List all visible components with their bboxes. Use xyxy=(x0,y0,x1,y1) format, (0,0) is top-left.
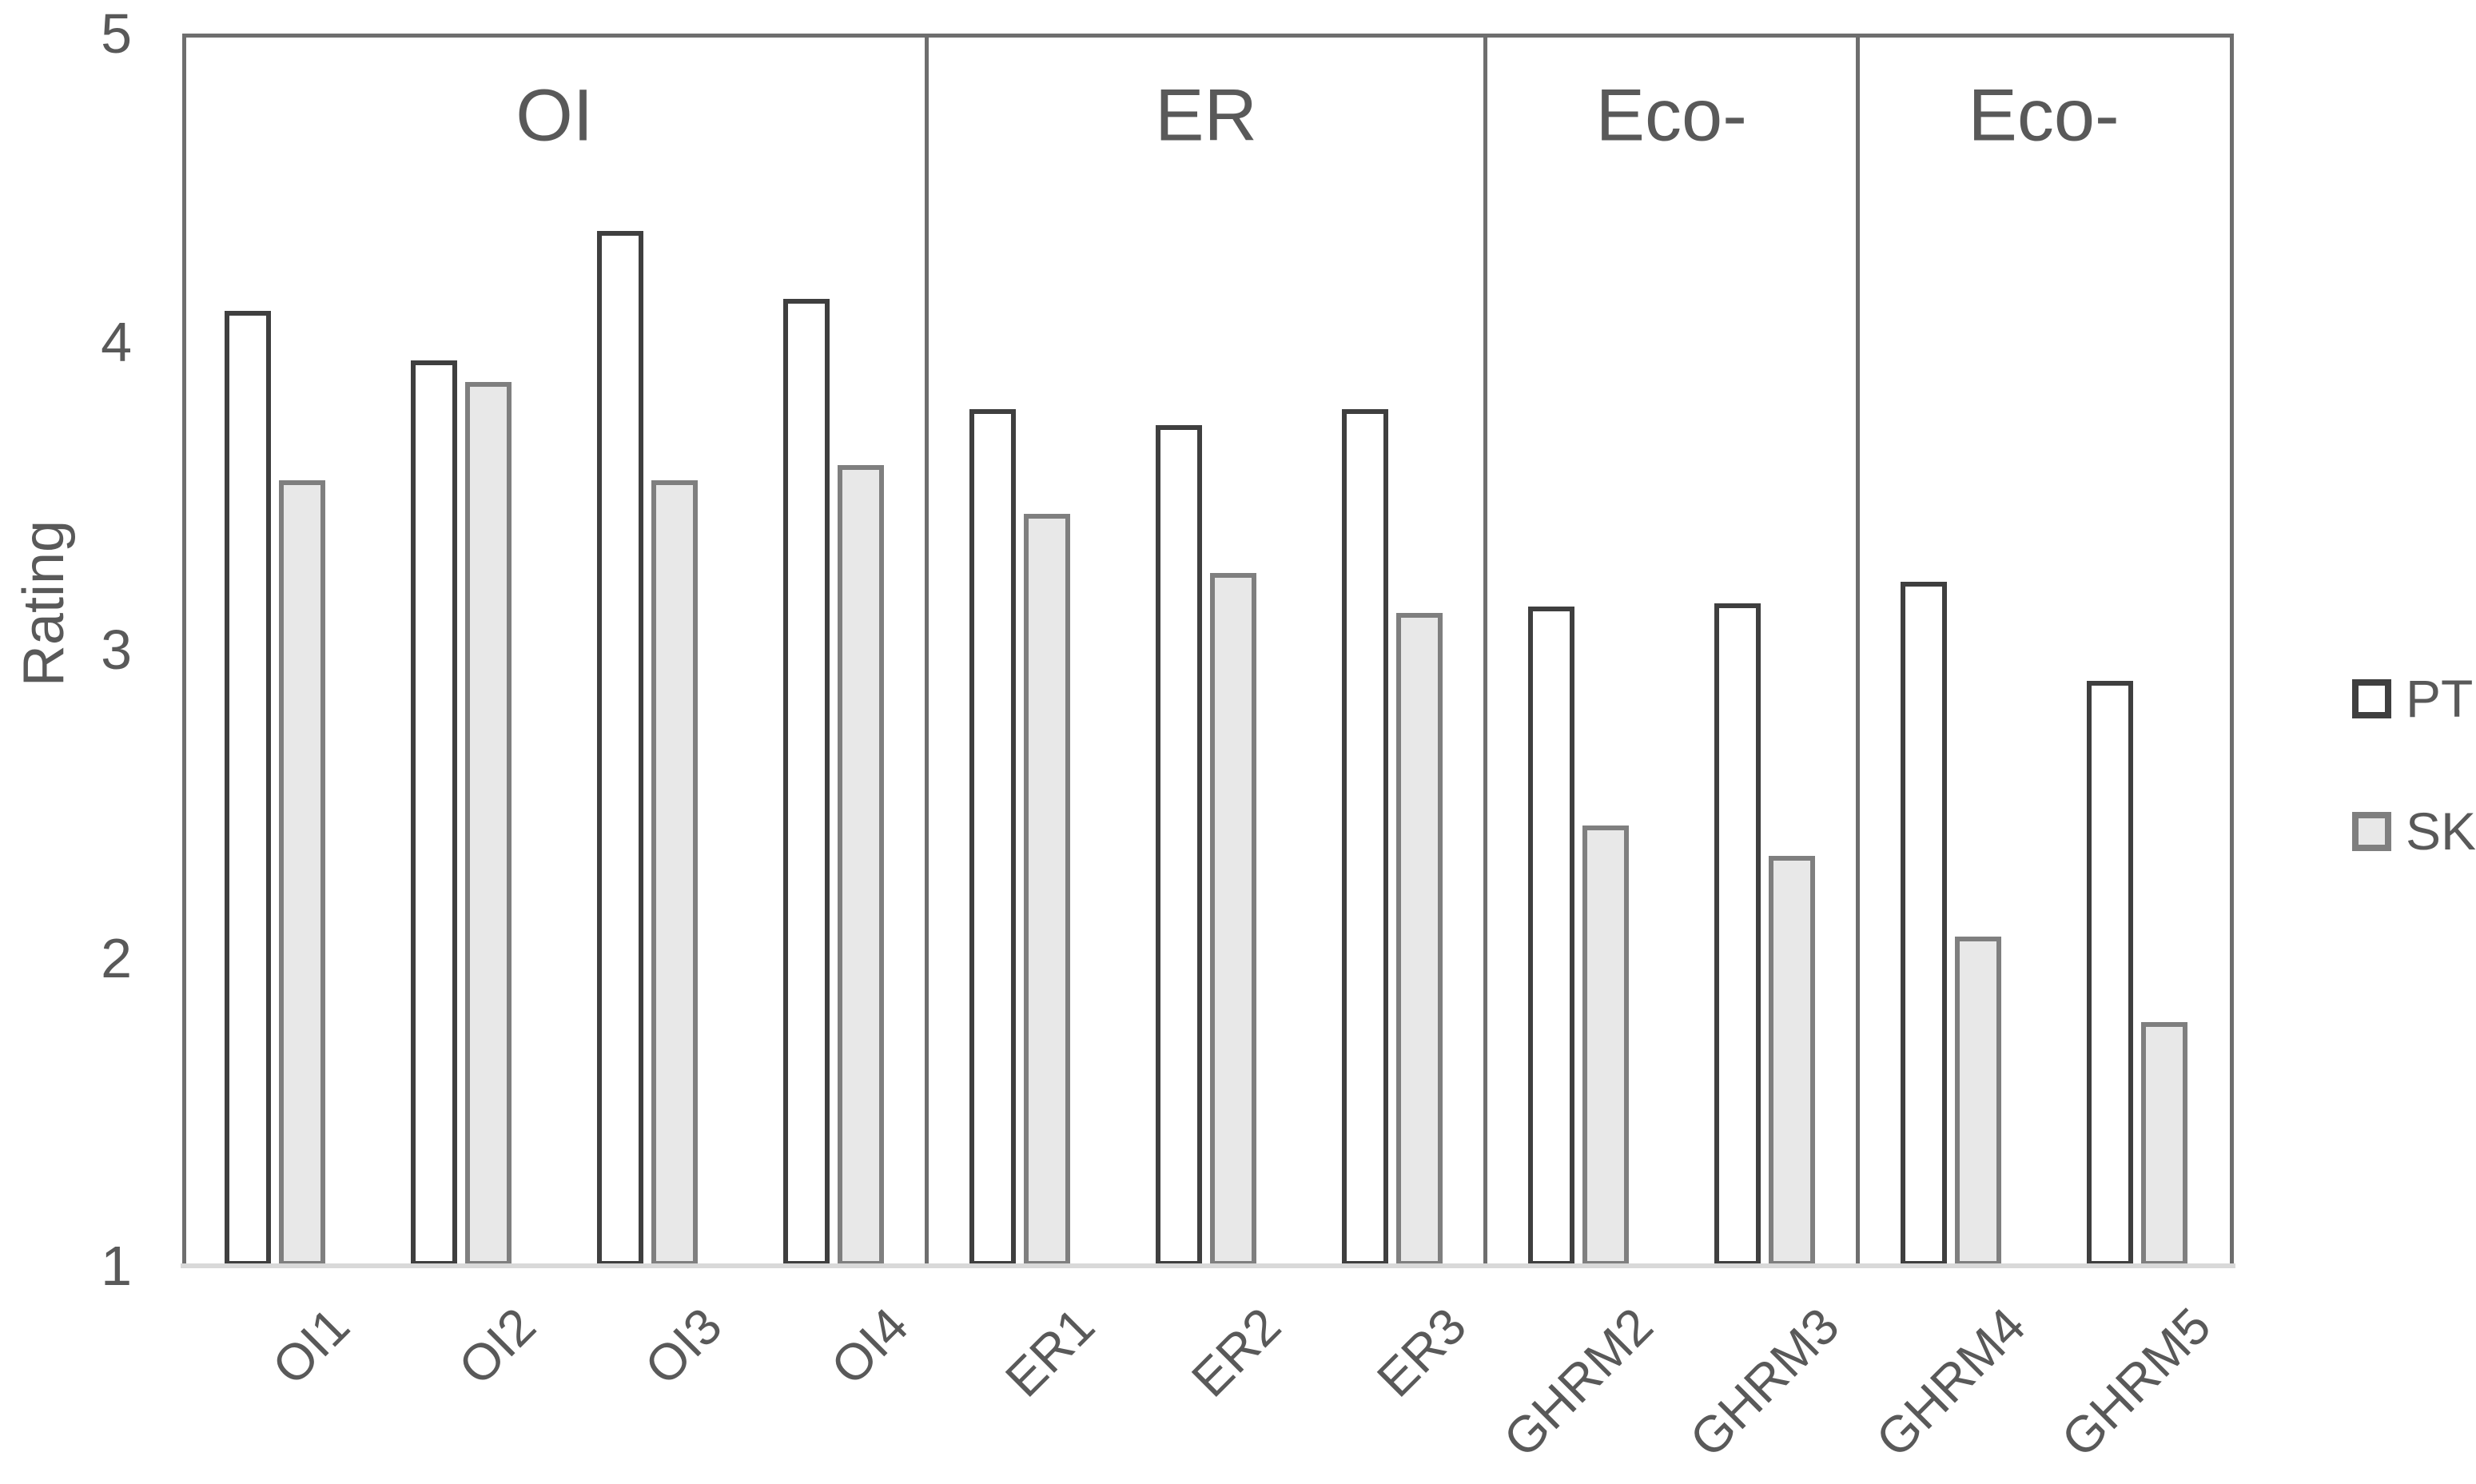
bar-pt-er3 xyxy=(1341,409,1388,1266)
bar-sk-oi4 xyxy=(838,464,885,1266)
bar-pt-ghrm2 xyxy=(1527,607,1574,1266)
bar-pt-ghrm5 xyxy=(2086,680,2133,1266)
bar-sk-oi1 xyxy=(279,479,326,1266)
legend-swatch-pt xyxy=(2352,678,2391,718)
bar-pt-ghrm3 xyxy=(1714,603,1761,1266)
bar-sk-ghrm2 xyxy=(1582,825,1629,1266)
section-header-oi-0: OI xyxy=(516,74,594,157)
bar-sk-oi3 xyxy=(651,479,699,1266)
bar-sk-oi2 xyxy=(465,381,512,1266)
plot-right-border xyxy=(2230,34,2234,1268)
section-divider xyxy=(925,34,929,1268)
category-label-ghrm3: GHRM3 xyxy=(1678,1296,1850,1469)
bar-pt-ghrm4 xyxy=(1900,582,1947,1266)
legend: PT SK xyxy=(2352,668,2476,861)
bar-sk-er2 xyxy=(1210,572,1256,1266)
legend-item-sk: SK xyxy=(2352,801,2476,861)
bar-sk-ghrm3 xyxy=(1768,856,1815,1266)
bar-sk-er1 xyxy=(1024,514,1071,1266)
y-tick-label-5: 5 xyxy=(101,2,132,65)
legend-label-pt: PT xyxy=(2406,669,2474,728)
x-axis-baseline xyxy=(181,1263,2235,1268)
category-label-oi4: OI4 xyxy=(819,1296,919,1396)
bar-pt-er2 xyxy=(1156,424,1202,1266)
y-tick-label-2: 2 xyxy=(101,926,132,989)
bar-sk-ghrm4 xyxy=(1954,936,2001,1266)
y-tick-label-1: 1 xyxy=(101,1235,132,1297)
section-header-eco-2: Eco- xyxy=(1595,74,1747,157)
legend-label-sk: SK xyxy=(2406,802,2476,861)
bar-pt-oi2 xyxy=(411,360,458,1266)
bar-sk-ghrm5 xyxy=(2140,1022,2187,1266)
bar-sk-er3 xyxy=(1395,612,1443,1266)
category-label-er2: ER2 xyxy=(1180,1296,1292,1408)
category-label-er1: ER1 xyxy=(993,1296,1105,1408)
y-tick-label-4: 4 xyxy=(101,310,132,373)
y-tick-label-3: 3 xyxy=(101,619,132,681)
category-label-oi3: OI3 xyxy=(634,1296,733,1396)
section-divider xyxy=(1483,34,1487,1268)
bar-pt-er1 xyxy=(969,409,1017,1266)
category-label-oi1: OI1 xyxy=(261,1296,361,1396)
section-divider xyxy=(1855,34,1860,1268)
category-label-er3: ER3 xyxy=(1366,1296,1478,1408)
bar-pt-oi1 xyxy=(225,310,272,1266)
bar-pt-oi4 xyxy=(783,298,830,1266)
y-axis-title: Rating xyxy=(12,519,76,687)
category-label-ghrm4: GHRM4 xyxy=(1864,1296,2036,1469)
category-label-ghrm5: GHRM5 xyxy=(2050,1296,2223,1469)
category-label-oi2: OI2 xyxy=(448,1296,547,1396)
legend-swatch-sk xyxy=(2352,811,2391,851)
section-header-er-1: ER xyxy=(1155,74,1257,157)
bar-pt-oi3 xyxy=(597,230,644,1266)
category-label-ghrm2: GHRM2 xyxy=(1492,1296,1664,1469)
plot-top-border xyxy=(182,34,2234,38)
legend-item-pt: PT xyxy=(2352,668,2476,729)
section-header-eco-3: Eco- xyxy=(1968,74,2120,157)
y-axis-line xyxy=(182,34,186,1268)
